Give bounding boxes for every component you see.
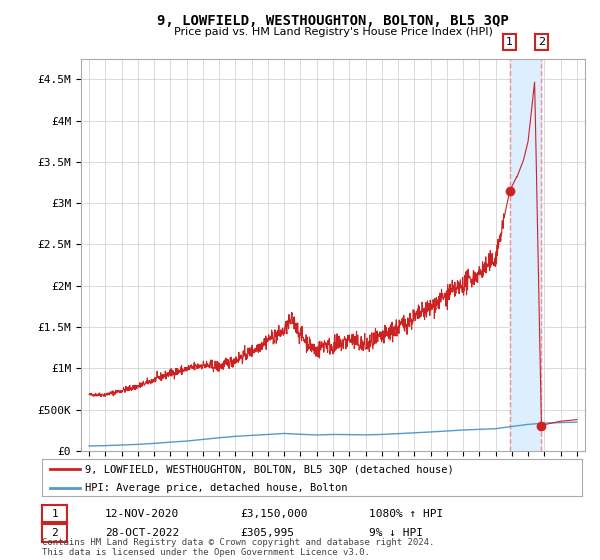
Text: 2: 2 [538, 37, 545, 47]
Text: 1: 1 [506, 37, 513, 47]
Text: Contains HM Land Registry data © Crown copyright and database right 2024.
This d: Contains HM Land Registry data © Crown c… [42, 538, 434, 557]
Text: 9, LOWFIELD, WESTHOUGHTON, BOLTON, BL5 3QP (detached house): 9, LOWFIELD, WESTHOUGHTON, BOLTON, BL5 3… [85, 464, 454, 474]
Text: 9% ↓ HPI: 9% ↓ HPI [369, 528, 423, 538]
Text: HPI: Average price, detached house, Bolton: HPI: Average price, detached house, Bolt… [85, 483, 348, 493]
Text: 2: 2 [51, 528, 58, 538]
Text: £3,150,000: £3,150,000 [240, 508, 308, 519]
Text: 1080% ↑ HPI: 1080% ↑ HPI [369, 508, 443, 519]
Text: 12-NOV-2020: 12-NOV-2020 [105, 508, 179, 519]
Text: Price paid vs. HM Land Registry's House Price Index (HPI): Price paid vs. HM Land Registry's House … [173, 27, 493, 37]
Text: 9, LOWFIELD, WESTHOUGHTON, BOLTON, BL5 3QP: 9, LOWFIELD, WESTHOUGHTON, BOLTON, BL5 3… [157, 14, 509, 28]
Text: 28-OCT-2022: 28-OCT-2022 [105, 528, 179, 538]
Bar [510, 59, 541, 451]
Text: £305,995: £305,995 [240, 528, 294, 538]
Text: 1: 1 [51, 508, 58, 519]
